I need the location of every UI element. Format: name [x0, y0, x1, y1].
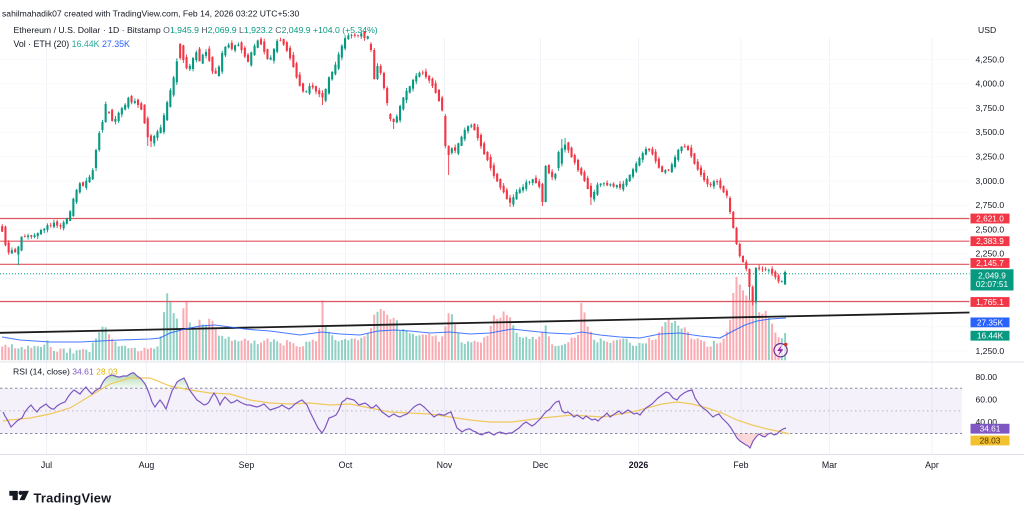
svg-text:Nov: Nov [437, 460, 453, 470]
svg-text:RSI (14, close) 34.61 28.03: RSI (14, close) 34.61 28.03 [13, 367, 118, 377]
svg-text:TradingView: TradingView [34, 491, 113, 506]
svg-text:Vol · ETH (20) 16.44K 27.35K: Vol · ETH (20) 16.44K 27.35K [14, 39, 131, 49]
svg-text:Ethereum / U.S. Dollar · 1D ·: Ethereum / U.S. Dollar · 1D · Bitstamp O… [14, 25, 378, 35]
svg-text:sahilmahadik07 created with Tr: sahilmahadik07 created with TradingView.… [2, 9, 299, 19]
svg-text:2,621.0: 2,621.0 [976, 213, 1004, 223]
svg-text:2,049.9: 2,049.9 [978, 270, 1006, 280]
svg-text:16.44K: 16.44K [977, 331, 1004, 341]
svg-text:2,145.7: 2,145.7 [976, 258, 1004, 268]
svg-text:28.03: 28.03 [980, 435, 1001, 445]
svg-text:Jul: Jul [41, 460, 52, 470]
svg-text:USD: USD [978, 25, 996, 35]
svg-text:80.00: 80.00 [976, 372, 998, 382]
svg-text:Dec: Dec [533, 460, 549, 470]
svg-text:2,383.9: 2,383.9 [976, 236, 1004, 246]
svg-text:Apr: Apr [925, 460, 939, 470]
svg-text:3,000.0: 3,000.0 [976, 176, 1005, 186]
svg-text:4,000.0: 4,000.0 [976, 79, 1005, 89]
svg-text:Oct: Oct [339, 460, 353, 470]
svg-text:1,250.0: 1,250.0 [976, 346, 1005, 356]
svg-text:Feb: Feb [733, 460, 748, 470]
svg-text:2,750.0: 2,750.0 [976, 200, 1005, 210]
svg-text:27.35K: 27.35K [977, 317, 1004, 327]
svg-text:2026: 2026 [629, 460, 649, 470]
svg-text:1,765.1: 1,765.1 [976, 297, 1004, 307]
svg-text:34.61: 34.61 [980, 424, 1001, 434]
svg-text:4,250.0: 4,250.0 [976, 54, 1005, 64]
svg-text:Mar: Mar [822, 460, 837, 470]
svg-text:60.00: 60.00 [976, 394, 998, 404]
svg-text:3,750.0: 3,750.0 [976, 103, 1005, 113]
svg-text:2,250.0: 2,250.0 [976, 249, 1005, 259]
svg-text:40.00: 40.00 [976, 417, 998, 427]
svg-text:2,500.0: 2,500.0 [976, 224, 1005, 234]
svg-text:3,500.0: 3,500.0 [976, 127, 1005, 137]
svg-text:02:07:51: 02:07:51 [976, 279, 1009, 289]
svg-text:3,250.0: 3,250.0 [976, 152, 1005, 162]
svg-text:Sep: Sep [239, 460, 255, 470]
svg-text:Aug: Aug [139, 460, 155, 470]
